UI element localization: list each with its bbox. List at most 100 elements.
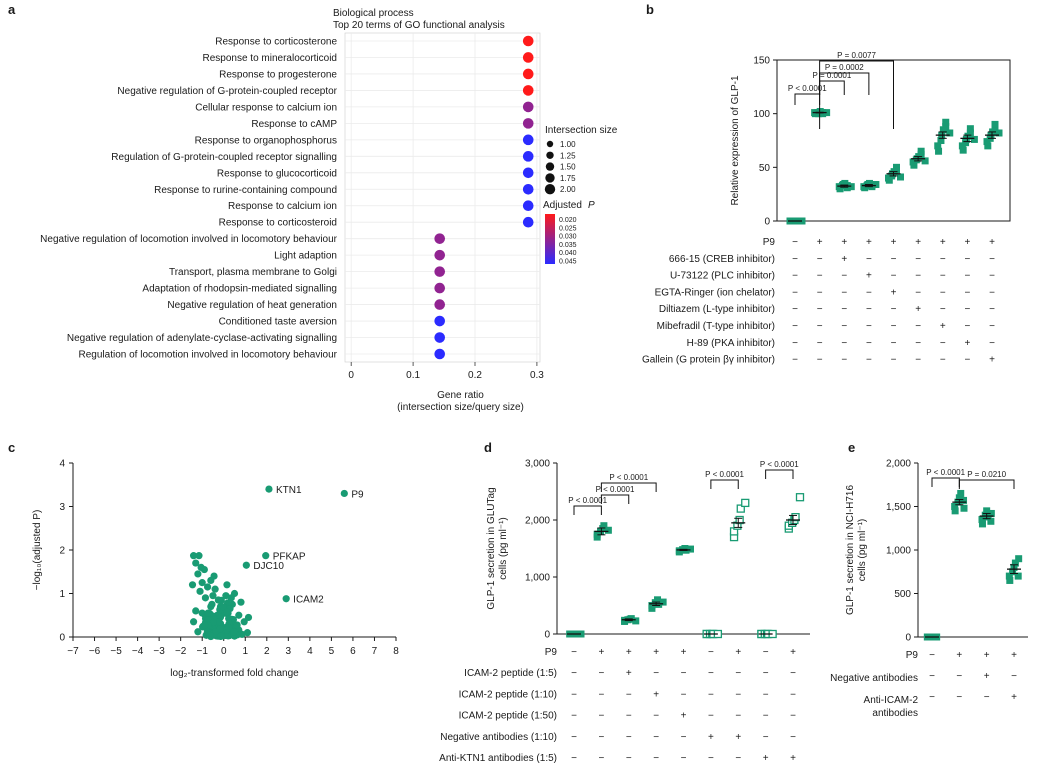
y-tick-label: 4 [59, 459, 65, 470]
condition-label: P9 [906, 650, 919, 661]
color-legend-value: 0.040 [559, 250, 577, 257]
x-tick-label: −2 [175, 646, 187, 657]
gene-point [188, 581, 197, 589]
condition-sign: − [763, 689, 769, 700]
condition-sign: − [989, 271, 995, 282]
x-tick-label: 0.2 [468, 370, 482, 381]
chart-title: Biological process [333, 8, 414, 19]
data-point [951, 507, 959, 515]
condition-sign: − [841, 287, 847, 298]
condition-sign: − [792, 321, 798, 332]
term-dot [434, 299, 446, 310]
gene-point [189, 618, 198, 626]
x-tick-label: 0.3 [530, 370, 544, 381]
significance-bracket [765, 469, 794, 479]
condition-sign: − [626, 711, 632, 722]
condition-sign: − [891, 271, 897, 282]
condition-sign: + [940, 237, 946, 248]
condition-sign: − [598, 689, 604, 700]
x-tick-label: 1 [242, 646, 248, 657]
y-tick-label: 2 [59, 546, 65, 557]
y-tick-label: 1,500 [886, 502, 911, 513]
data-point [957, 489, 965, 497]
condition-sign: − [891, 254, 897, 265]
gene-point [235, 611, 243, 619]
condition-sign: − [790, 732, 796, 743]
panel-e-ncih716-secretion: 0 500 1,000 1,500 2,000 GLP-1 secretion in NC… [830, 459, 1028, 719]
y-tick-label: 0 [764, 217, 770, 228]
gene-point [217, 632, 225, 640]
data-point [604, 526, 612, 534]
y-tick-label: 2,000 [525, 516, 550, 527]
term-label: Cellular response to calcium ion [195, 102, 337, 113]
condition-label: U-73122 (PLC inhibitor) [670, 271, 775, 282]
color-legend-value: 0.025 [559, 225, 577, 232]
panel-letter-b: b [646, 2, 654, 17]
y-tick-label: 100 [753, 109, 770, 120]
data-point [654, 596, 662, 604]
condition-label: Anti-ICAM-2 [864, 695, 919, 706]
condition-sign: − [866, 287, 872, 298]
condition-sign: − [940, 304, 946, 315]
condition-sign: + [653, 689, 659, 700]
gene-point [208, 600, 216, 608]
data-point [951, 503, 959, 510]
gene-point [195, 552, 203, 560]
x-axis-label-2: (intersection size/query size) [397, 402, 524, 413]
term-label: Negative regulation of adenylate-cyclase… [67, 333, 337, 344]
panel-letter-e: e [848, 440, 855, 455]
condition-sign: − [735, 689, 741, 700]
condition-sign: − [841, 271, 847, 282]
size-legend-value: 1.75 [560, 174, 576, 183]
condition-sign: − [929, 671, 935, 682]
data-point [960, 504, 968, 512]
term-label: Response to glucocorticoid [217, 168, 337, 179]
condition-sign: + [891, 287, 897, 298]
condition-sign: + [626, 668, 632, 679]
panel-letter-c: c [8, 440, 15, 455]
gene-point [243, 629, 252, 637]
condition-label: ICAM-2 peptide (1:50) [459, 711, 557, 722]
x-tick-label: 8 [393, 646, 399, 657]
term-dot [522, 216, 534, 228]
gene-point [194, 570, 202, 578]
x-tick-label: 0.1 [406, 370, 420, 381]
condition-sign: − [708, 668, 714, 679]
gene-point [206, 632, 215, 640]
data-point [966, 129, 974, 137]
y-tick-label: 0 [905, 633, 911, 644]
significance-bracket [794, 93, 821, 105]
gene-point [201, 621, 209, 629]
p-value-label: P < 0.0001 [568, 496, 607, 505]
condition-sign: + [866, 237, 872, 248]
panel-c-volcano: −7 −6 −5 −4 −3 −2 −1 0 1 2 3 4 5 6 7 8 0 1 2 3 4 KTN1 P9 PFKAPD… [32, 459, 399, 680]
data-point [942, 123, 950, 131]
data-point [1005, 572, 1013, 580]
condition-sign: + [866, 271, 872, 282]
gene-point [194, 628, 202, 636]
term-label: Regulation of G-protein-coupled receptor… [111, 152, 337, 163]
color-legend-title-italic: P [588, 200, 595, 211]
condition-sign: − [929, 650, 935, 661]
gene-point [209, 592, 217, 600]
term-dot [434, 266, 446, 277]
data-point [1014, 572, 1022, 580]
gene-point-labeled [242, 561, 250, 569]
panel-d-glutag-secretion: 0 1,000 2,000 3,000 GLP-1 secretion in GLUTa… [439, 459, 810, 764]
condition-sign: − [681, 689, 687, 700]
p-value-label: P = 0.0077 [837, 51, 876, 60]
condition-sign: − [964, 304, 970, 315]
data-point [995, 129, 1003, 137]
term-dot [434, 282, 446, 294]
condition-sign: − [866, 338, 872, 349]
condition-sign: − [792, 287, 798, 298]
gene-label: KTN1 [276, 485, 302, 496]
condition-sign: − [792, 271, 798, 282]
condition-label: antibodies [872, 708, 918, 719]
data-point [917, 147, 925, 155]
condition-sign: − [735, 753, 741, 764]
gene-point [211, 585, 219, 593]
condition-sign: − [866, 355, 872, 366]
significance-bracket [600, 494, 630, 504]
term-label: Negative regulation of G-protein-coupled… [117, 86, 337, 97]
